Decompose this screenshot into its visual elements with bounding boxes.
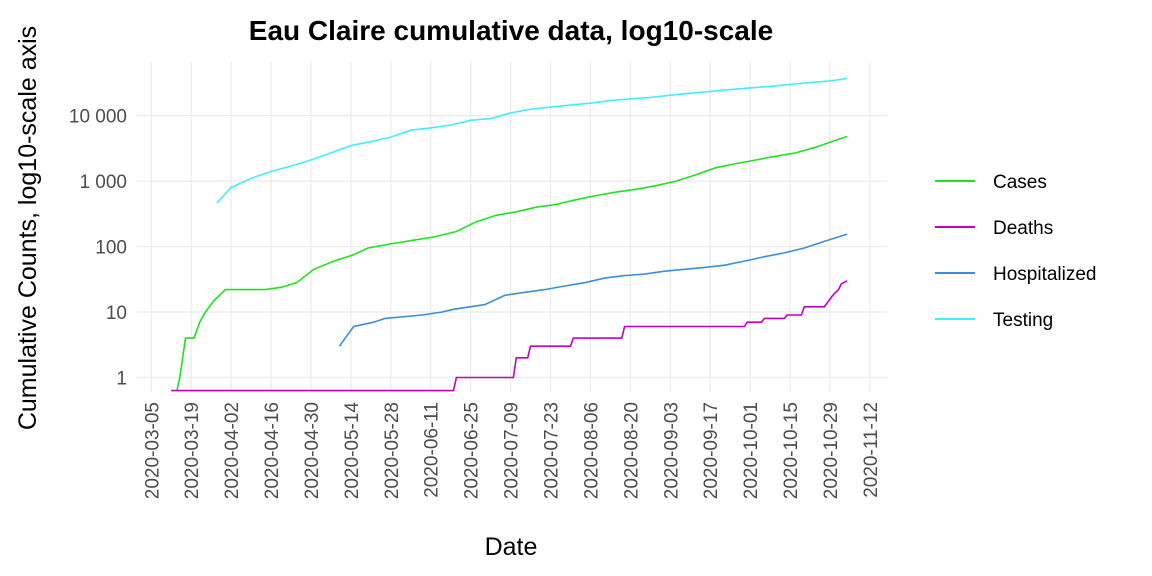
x-tick-label: 2020-05-28 (382, 402, 403, 499)
x-tick-label: 2020-11-12 (861, 402, 882, 498)
x-tick-label: 2020-03-05 (142, 402, 163, 499)
x-axis-label: Date (485, 533, 538, 561)
y-tick-label: 1 (116, 368, 127, 389)
y-tick-label: 10 (106, 303, 127, 324)
x-tick-label: 2020-06-25 (462, 402, 483, 499)
legend-label: Hospitalized (993, 264, 1097, 285)
x-tick-label: 2020-10-29 (821, 402, 842, 499)
x-tick-label: 2020-09-03 (661, 402, 682, 499)
x-tick-label: 2020-04-30 (302, 402, 323, 499)
y-tick-label: 1 000 (79, 172, 127, 193)
legend-label: Deaths (993, 218, 1053, 239)
series-line (176, 135, 848, 391)
x-tick-label: 2020-03-19 (182, 402, 203, 499)
series-line (338, 233, 848, 347)
x-tick-label: 2020-05-14 (342, 402, 363, 500)
x-tick-label: 2020-04-16 (262, 402, 283, 499)
x-tick-label: 2020-08-06 (581, 402, 602, 499)
x-tick-label: 2020-10-01 (741, 402, 762, 499)
x-tick-label: 2020-10-15 (781, 402, 802, 499)
x-tick-label: 2020-06-11 (422, 402, 443, 498)
x-tick-label: 2020-09-17 (701, 402, 722, 499)
x-tick-label: 2020-07-09 (502, 402, 523, 499)
x-tick-label: 2020-04-02 (222, 402, 243, 499)
y-tick-label: 100 (95, 238, 127, 259)
x-tick-label: 2020-08-20 (621, 402, 642, 499)
legend-label: Testing (993, 310, 1053, 331)
chart-title: Eau Claire cumulative data, log10-scale (249, 15, 773, 46)
x-tick-label: 2020-07-23 (541, 402, 562, 499)
series-line (216, 77, 848, 204)
y-axis-label: Cumulative Counts, log10-scale axis (14, 26, 42, 430)
legend-label: Cases (993, 172, 1047, 193)
series-line (171, 280, 848, 392)
y-tick-label: 10 000 (69, 107, 127, 128)
